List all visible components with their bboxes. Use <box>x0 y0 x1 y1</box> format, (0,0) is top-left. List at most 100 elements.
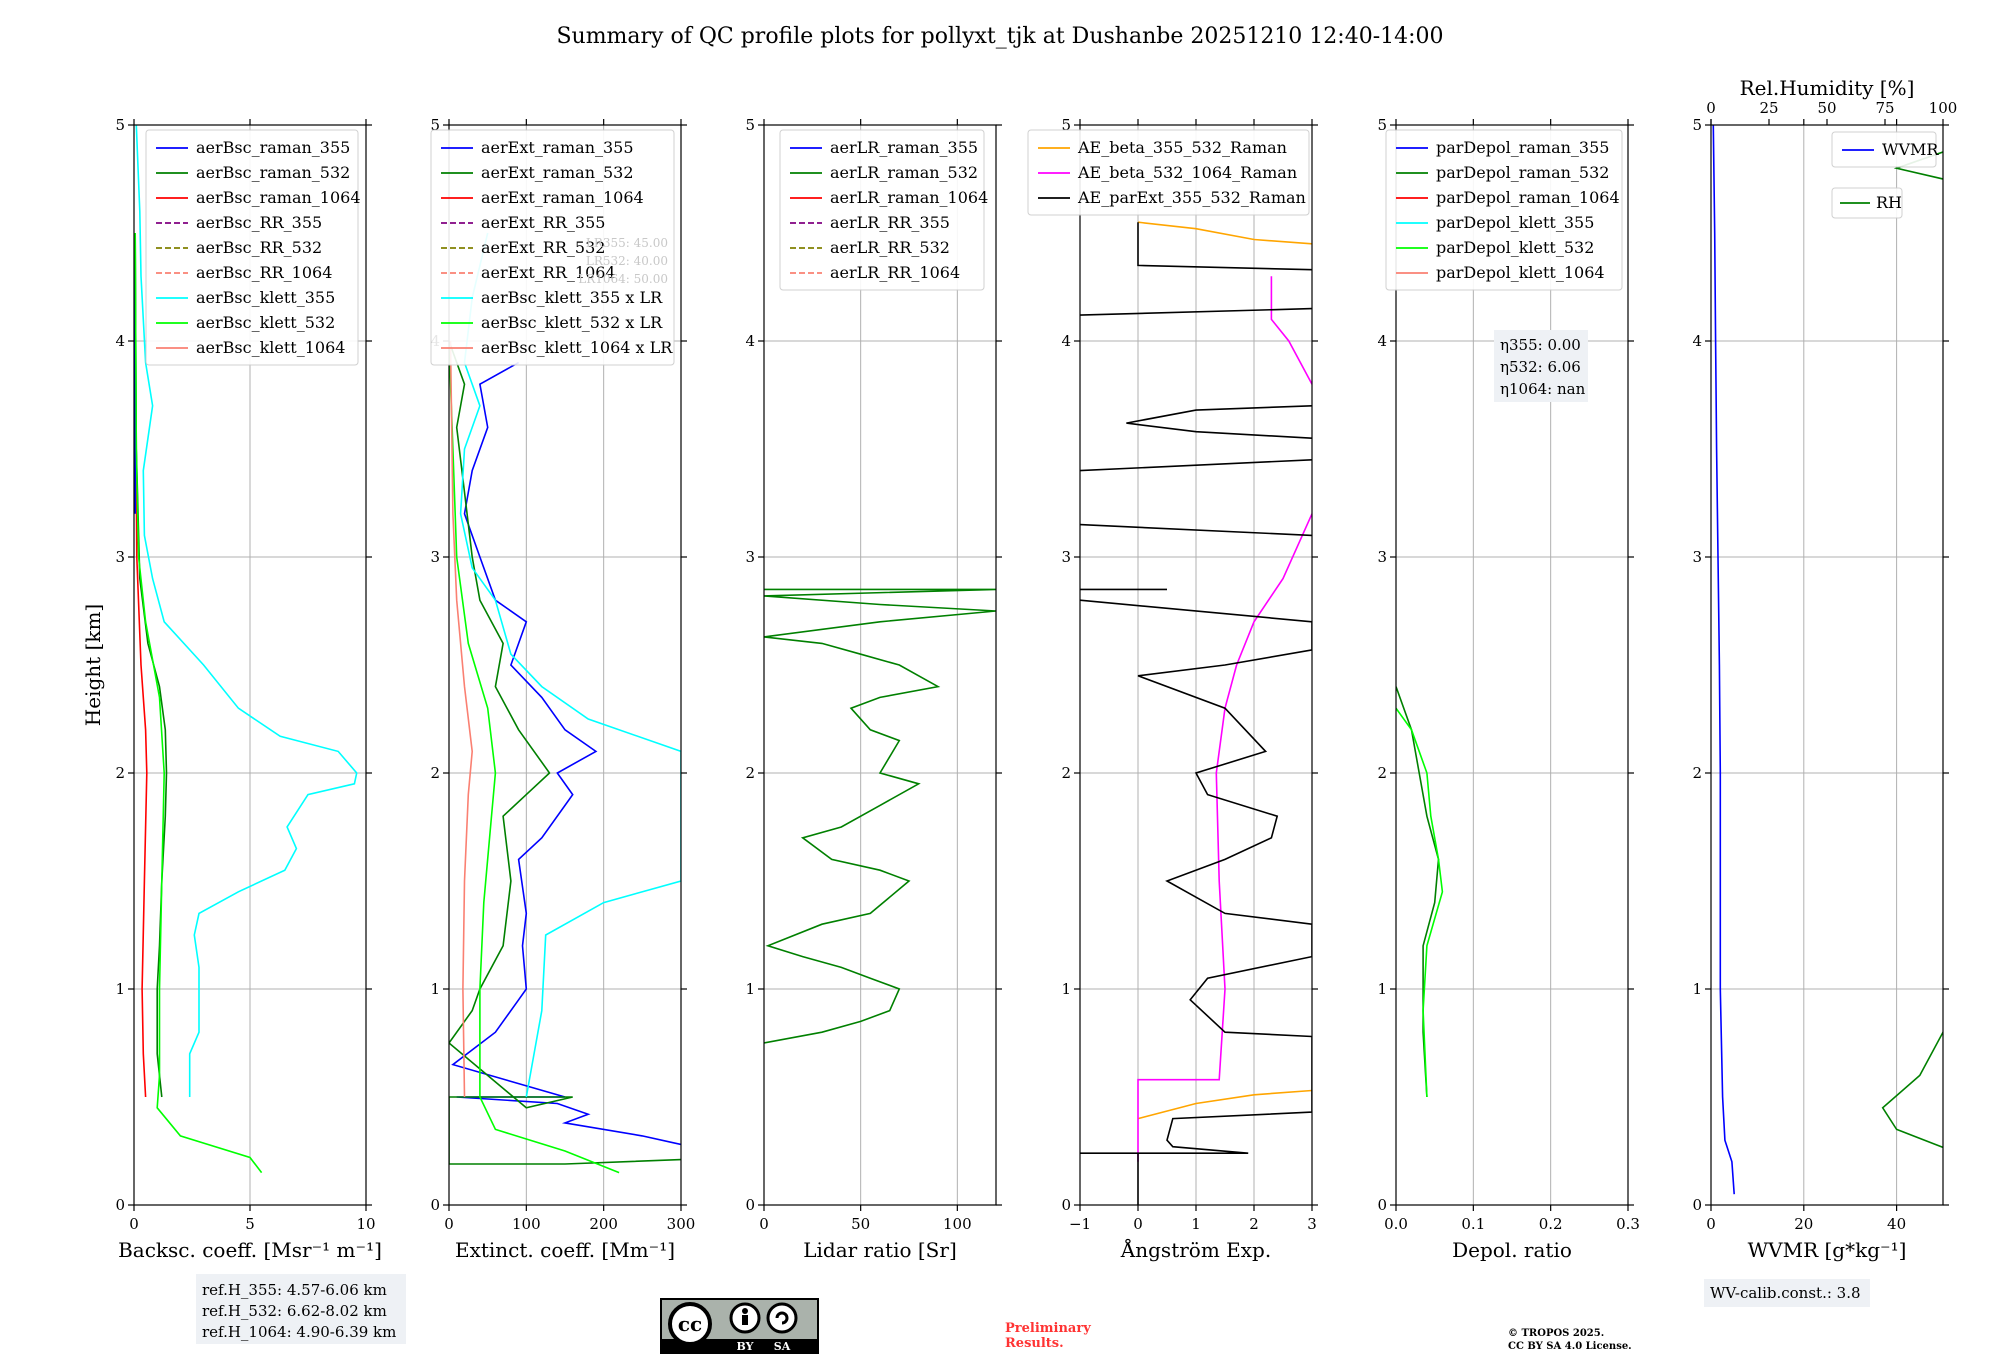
x-tick-label: 300 <box>667 1215 696 1233</box>
panel-depol: 0.0 0.1 0.2 0.3 0 1 2 3 4 5 Depol. ratio parDepol_r… <box>1377 116 1639 1262</box>
eta-value: η355: 0.00 <box>1500 336 1581 354</box>
legend-entry: aerBsc_raman_1064 <box>196 188 361 207</box>
panel-ext: 0100200300012345Extinct. coeff. [Mm⁻¹]ae… <box>430 116 695 1262</box>
y-tick-label: 1 <box>745 980 755 998</box>
axes-frame-lr <box>763 124 997 1206</box>
series-line-AE-parExt-355-532-Raman-c- <box>1080 523 1312 537</box>
series-line-RH <box>1881 151 1943 1149</box>
y-tick-label: 1 <box>1061 980 1071 998</box>
y-tick-label: 3 <box>115 548 125 566</box>
y-tick-label: 4 <box>745 332 755 350</box>
by-person-head-icon <box>742 1308 748 1314</box>
legend-ae: AE_beta_355_532_Raman AE_beta_532_1064_Ra… <box>1027 129 1310 216</box>
legend-entry: aerBsc_klett_532 <box>196 313 335 332</box>
series-line-aerBsc-klett-355-x-LR <box>459 232 681 1098</box>
legend-entry: parDepol_raman_532 <box>1436 163 1609 182</box>
legend-entry: WVMR <box>1882 140 1939 159</box>
lr-annotation: LR532: 40.00 <box>586 254 668 268</box>
series-ext <box>449 232 681 1174</box>
y-tick-label: 4 <box>1377 332 1387 350</box>
copyright-line-1: © TROPOS 2025. <box>1508 1328 1604 1339</box>
refh-355: ref.H_355: 4.57-6.06 km <box>202 1281 387 1299</box>
y-tick-label: 5 <box>115 116 125 134</box>
legend-entry: aerBsc_klett_1064 <box>196 338 345 357</box>
legend-entry: aerExt_RR_1064 <box>481 263 616 282</box>
eta-value: η532: 6.06 <box>1500 358 1581 376</box>
y-tick-label: 2 <box>430 764 440 782</box>
y-tick-label: 4 <box>1061 332 1071 350</box>
grid-ae <box>1079 124 1313 1206</box>
preliminary-line-2: Results. <box>1005 1336 1064 1351</box>
series-line-aerLR-raman-532 <box>764 588 996 1044</box>
axes-frame-wv <box>1710 124 1944 1206</box>
x-tick-label: 40 <box>1887 1215 1906 1233</box>
series-bsc <box>134 125 358 1174</box>
legend-entry: aerBsc_RR_1064 <box>196 263 332 282</box>
y-tick-label: 0 <box>1377 1196 1387 1214</box>
y-tick-label: 5 <box>745 116 755 134</box>
legend-box <box>1385 129 1623 291</box>
y-tick-label: 5 <box>1377 116 1387 134</box>
x-tick-label: 2 <box>1249 1215 1259 1233</box>
panel-wv: 0 20 40 0 1 2 3 4 5 WVMR [g*kg⁻¹] 0 25 50 75 100 Rel.Hu… <box>1692 76 1957 1262</box>
panel-bsc: 0 5 10 0 1 2 3 4 5 Backsc. coeff. [Msr⁻¹ m⁻¹] Heig… <box>81 116 382 1262</box>
legend-entry: aerLR_raman_1064 <box>830 188 988 207</box>
series-line-aerBsc-klett-355 <box>135 125 358 1097</box>
legend-entry: aerBsc_raman_355 <box>196 138 350 157</box>
figure-title: Summary of QC profile plots for pollyxt_… <box>556 24 1443 49</box>
y-tick-label: 3 <box>1377 548 1387 566</box>
legend-entry: AE_parExt_355_532_Raman <box>1077 188 1306 207</box>
legend-entry: aerBsc_klett_355 x LR <box>481 288 663 307</box>
y-tick-label: 5 <box>1061 116 1071 134</box>
x-axis-label-wv: WVMR [g*kg⁻¹] <box>1748 1238 1907 1262</box>
y-tick-label: 1 <box>430 980 440 998</box>
legend-box <box>1831 131 1937 168</box>
legend-entry: parDepol_klett_532 <box>1436 238 1594 257</box>
y-tick-label: 1 <box>1692 980 1702 998</box>
legend-entry: aerBsc_RR_532 <box>196 238 322 257</box>
x-tick-label: 20 <box>1794 1215 1813 1233</box>
legend-entry: aerExt_raman_355 <box>481 138 634 157</box>
legend-entry: parDepol_raman_1064 <box>1436 188 1620 207</box>
axes-frame-depol <box>1395 124 1629 1206</box>
wv-calib-box: WV-calib.const.: 3.8 <box>1704 1279 1870 1307</box>
x-tick-label: 10 <box>356 1215 375 1233</box>
legend-entry: aerLR_raman_532 <box>830 163 978 182</box>
top-x-tick-label: 75 <box>1875 99 1894 117</box>
series-line-aerBsc-klett-532 <box>134 232 263 1174</box>
y-tick-label: 4 <box>115 332 125 350</box>
legend-entry: AE_beta_532_1064_Raman <box>1077 163 1297 182</box>
top-x-tick-label: 0 <box>1706 99 1716 117</box>
x-axis-label-bsc: Backsc. coeff. [Msr⁻¹ m⁻¹] <box>118 1238 382 1262</box>
by-person-body-icon <box>742 1315 748 1325</box>
series-line-AE-parExt-355-532-Raman-f- <box>1080 307 1312 316</box>
series-depol <box>1396 686 1444 1098</box>
y-tick-label: 3 <box>430 548 440 566</box>
legend-entry: aerExt_raman_532 <box>481 163 634 182</box>
refh-1064: ref.H_1064: 4.90-6.39 km <box>202 1323 396 1341</box>
series-wv <box>1712 125 1943 1195</box>
top-x-tick-label: 25 <box>1759 99 1778 117</box>
cc-badge-by: BY <box>737 1340 754 1353</box>
x-tick-label: 0.1 <box>1461 1215 1485 1233</box>
sa-share-icon <box>766 1302 798 1334</box>
x-axis-label-depol: Depol. ratio <box>1452 1238 1572 1262</box>
preliminary-line-1: Preliminary <box>1005 1321 1091 1336</box>
legend-box <box>430 129 675 366</box>
legend-box <box>779 129 985 291</box>
y-tick-label: 3 <box>1692 548 1702 566</box>
y-tick-label: 1 <box>1377 980 1387 998</box>
legend-entry: aerBsc_RR_355 <box>196 213 322 232</box>
preliminary-note: Preliminary Results. <box>1005 1321 1091 1351</box>
y-tick-label: 5 <box>1692 116 1702 134</box>
wv-calib-bg <box>1704 1279 1870 1307</box>
y-tick-label: 2 <box>1377 764 1387 782</box>
x-tick-label: 0 <box>759 1215 769 1233</box>
legend-ext: aerExt_raman_355 aerExt_raman_532 aerExt_r… <box>430 129 675 366</box>
y-tick-label: 5 <box>430 116 440 134</box>
legend-entry: aerBsc_klett_1064 x LR <box>481 338 673 357</box>
series-line-WVMR <box>1712 125 1735 1195</box>
cc-badge-sa: SA <box>774 1340 791 1353</box>
x-tick-label: 0.3 <box>1616 1215 1640 1233</box>
